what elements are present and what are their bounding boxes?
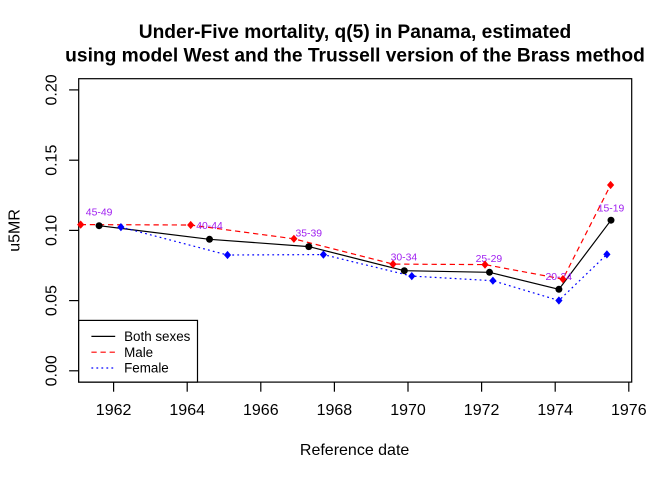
svg-text:0.10: 0.10: [43, 215, 60, 246]
svg-text:u5MR: u5MR: [7, 209, 24, 252]
svg-text:40-44: 40-44: [196, 221, 223, 232]
svg-text:0.15: 0.15: [43, 145, 60, 176]
svg-text:Both sexes: Both sexes: [124, 329, 191, 344]
svg-text:1974: 1974: [537, 402, 573, 419]
svg-text:20-24: 20-24: [546, 272, 573, 283]
svg-text:45-49: 45-49: [86, 208, 113, 219]
svg-text:1972: 1972: [464, 402, 500, 419]
svg-text:1964: 1964: [169, 402, 205, 419]
svg-text:1970: 1970: [390, 402, 426, 419]
svg-text:0.20: 0.20: [43, 74, 60, 105]
svg-text:25-29: 25-29: [476, 254, 503, 265]
svg-text:1968: 1968: [317, 402, 353, 419]
svg-text:Female: Female: [124, 361, 169, 376]
svg-text:1976: 1976: [611, 402, 647, 419]
svg-text:Under-Five mortality, q(5) in: Under-Five mortality, q(5) in Panama, es…: [139, 22, 572, 43]
svg-text:Male: Male: [124, 345, 153, 360]
svg-text:0.00: 0.00: [43, 355, 60, 386]
svg-text:1962: 1962: [96, 402, 132, 419]
svg-text:30-34: 30-34: [391, 252, 418, 263]
svg-text:15-19: 15-19: [598, 204, 625, 215]
svg-text:0.05: 0.05: [43, 285, 60, 316]
svg-text:using model West and the Truss: using model West and the Trussell versio…: [65, 46, 645, 67]
svg-text:Reference date: Reference date: [300, 442, 410, 459]
svg-text:35-39: 35-39: [296, 228, 323, 239]
svg-text:1966: 1966: [243, 402, 279, 419]
